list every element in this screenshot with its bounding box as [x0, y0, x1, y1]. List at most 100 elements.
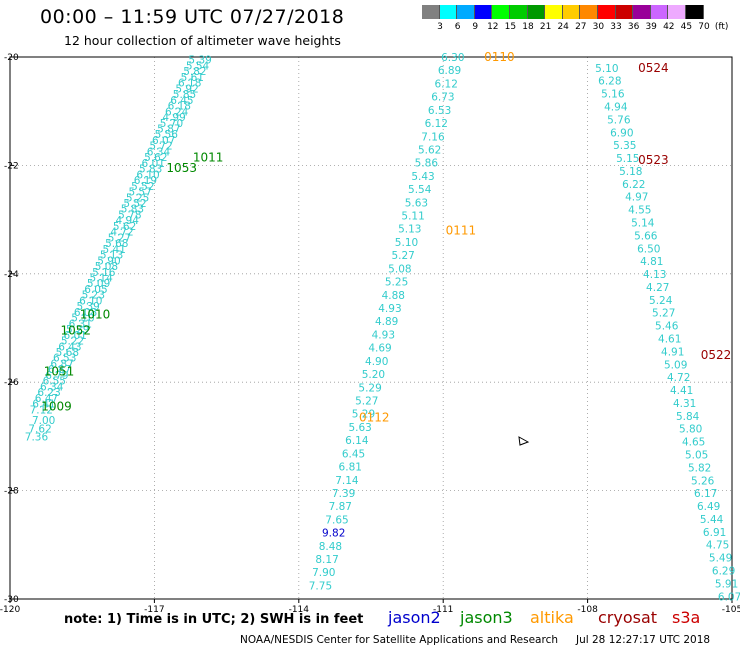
swh-observation: 7.90	[312, 567, 335, 579]
map-frame	[9, 56, 733, 600]
swh-observation: 4.88	[382, 290, 405, 302]
x-tick-label: -105	[722, 605, 740, 615]
swh-observation: 6.53	[53, 353, 76, 365]
pass-label-jason3: 1052	[61, 324, 92, 338]
swh-observation: 6.23	[37, 387, 60, 399]
swh-observation: 5.08	[388, 263, 411, 275]
legend-swatch	[598, 5, 616, 19]
swh-observation: 4.94	[116, 215, 140, 227]
swh-observation: 5.62	[418, 144, 441, 156]
swh-observation: 5.62	[113, 221, 136, 233]
swh-observation: 4.91	[661, 346, 684, 358]
swh-observation: 5.27	[108, 232, 131, 244]
swh-observation: 5.20	[362, 369, 385, 381]
swh-observation: 5.52	[123, 198, 146, 210]
swh-observation: 5.10	[71, 313, 94, 325]
swh-observation: 5.16	[92, 267, 116, 279]
x-tick-label: -108	[577, 605, 598, 615]
swh-observation: 7.36	[25, 431, 49, 443]
y-tick-label: -26	[4, 378, 19, 388]
swh-observation: 6.45	[170, 95, 193, 107]
swh-observation: 4.13	[643, 269, 666, 281]
swh-observation: 5.63	[348, 422, 371, 434]
swh-observation: 6.07	[718, 591, 740, 603]
swh-observation: 6.24	[165, 106, 189, 118]
swh-observation: 6.79	[45, 370, 68, 382]
swh-observation: 6.55	[43, 376, 66, 388]
y-tick-label: -28	[4, 487, 19, 497]
credit-timestamp: Jul 28 12:27:17 UTC 2018	[576, 634, 711, 646]
swh-observation: 4.93	[378, 303, 401, 315]
swh-observation: 6.28	[598, 76, 621, 88]
swh-observation: 7.75	[309, 580, 332, 592]
legend-altika: altika	[530, 608, 574, 627]
swh-observation: 5.24	[649, 295, 673, 307]
credit-line: NOAA/NESDIS Center for Satellite Applica…	[240, 634, 558, 646]
swh-observation: 4.27	[646, 282, 669, 294]
pass-label-altika: 0112	[359, 410, 390, 424]
pass-label-cryosat: 0522	[701, 348, 732, 362]
pass-label-cryosat: 0523	[638, 153, 669, 167]
swh-observation: 6.43	[58, 341, 81, 353]
swh-observation: 5.39	[188, 55, 211, 67]
swh-observation: 5.86	[415, 158, 439, 170]
legend-swatch	[633, 5, 651, 19]
axis-ticks: -120 -117 -114 -111 -108 -105 -20 -22 -24 -26 -28 -…	[0, 53, 740, 615]
swh-observation: 5.27	[391, 250, 414, 262]
swh-observation: 6.81	[339, 462, 362, 474]
swh-observation: 5.49	[709, 553, 732, 565]
swh-observation: 4.72	[667, 372, 690, 384]
swh-observation: 5.09	[664, 359, 687, 371]
swh-observation: 5.22	[61, 336, 84, 348]
swh-observation: 4.75	[706, 540, 729, 552]
x-tick-label: -117	[144, 605, 164, 615]
swh-observation: 5.82	[183, 66, 206, 78]
swh-observation: 7.87	[329, 501, 352, 513]
pass-label-altika: 0110	[484, 50, 515, 64]
pass-label-cryosat: 0524	[638, 61, 669, 75]
swh-observation: 6.47	[35, 393, 58, 405]
swh-observation: 5.83	[139, 164, 162, 176]
pass-label-jason3: 1053	[166, 161, 197, 175]
legend-swatch	[580, 5, 598, 19]
swh-observation: 6.29	[712, 566, 735, 578]
legend-swatch	[545, 5, 563, 19]
swh-observation: 5.80	[679, 424, 702, 436]
legend-swatch	[527, 5, 546, 19]
swh-observation: 5.10	[595, 63, 618, 75]
swh-observation: 5.27	[355, 395, 378, 407]
legend-label: 6	[454, 22, 461, 32]
swh-observation: 6.10	[136, 169, 159, 181]
legend-label: 27	[575, 22, 587, 32]
pass-label-altika: 0111	[446, 223, 477, 237]
swh-observation: 5.08	[95, 261, 118, 273]
track-jason3-pass-b: 7.007.627.36	[25, 415, 56, 443]
page-subtitle: 12 hour collection of altimeter wave hei…	[64, 33, 341, 48]
swh-observation: 6.19	[134, 175, 157, 187]
pass-label-jason3: 1010	[80, 307, 111, 321]
swh-observation: 5.23	[82, 290, 105, 302]
swh-observation: 7.65	[325, 514, 348, 526]
legend-label: 15	[504, 22, 517, 32]
swh-observation: 5.27	[652, 308, 675, 320]
swh-observation: 5.43	[411, 171, 434, 183]
swh-observation: 4.97	[625, 192, 648, 204]
swh-observation: 5.46	[655, 321, 679, 333]
swh-observation: 5.85	[173, 89, 196, 101]
swh-observation: 6.53	[428, 105, 451, 117]
legend-label: (ft)	[714, 22, 729, 32]
swh-observation: 5.29	[352, 409, 375, 421]
legend-label: 30	[592, 22, 605, 32]
swh-observation: 7.39	[332, 488, 355, 500]
swh-observation: 5.09	[87, 278, 110, 290]
swh-observation: 6.34	[40, 381, 64, 393]
swh-observation: 7.62	[28, 423, 51, 435]
swh-observation: 6.12	[425, 118, 448, 130]
swh-observation: 5.54	[186, 60, 210, 72]
pointer-icon	[518, 436, 530, 446]
swh-observation: 6.49	[697, 501, 720, 513]
legend-label: 9	[472, 22, 479, 32]
swh-observation: 5.84	[676, 411, 700, 423]
swh-observation: 4.61	[658, 334, 681, 346]
